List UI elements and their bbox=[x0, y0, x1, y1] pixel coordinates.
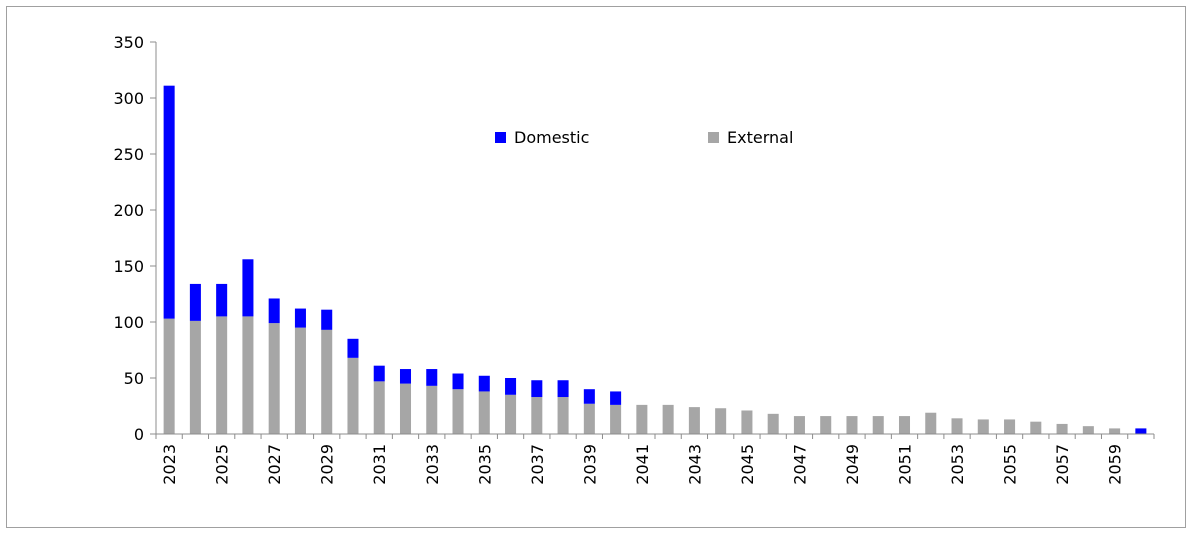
x-tick-label-2027: 2027 bbox=[265, 444, 284, 485]
legend-swatch-external bbox=[708, 132, 719, 143]
bar-external-2042 bbox=[662, 404, 674, 434]
x-tick-label-2053: 2053 bbox=[948, 444, 967, 485]
bar-external-2023 bbox=[163, 318, 175, 434]
bar-domestic-2032 bbox=[399, 369, 412, 384]
bar-external-2028 bbox=[294, 327, 306, 434]
bar-external-2038 bbox=[557, 397, 569, 434]
y-tick-label-150: 150 bbox=[113, 257, 144, 276]
bar-external-2037 bbox=[531, 397, 543, 434]
x-tick-label-2023: 2023 bbox=[160, 444, 179, 485]
y-tick-label-50: 50 bbox=[124, 369, 144, 388]
bar-external-2036 bbox=[505, 394, 517, 434]
y-tick-label-100: 100 bbox=[113, 313, 144, 332]
bar-external-2029 bbox=[321, 329, 333, 434]
bar-external-2051 bbox=[898, 416, 911, 434]
bar-external-2033 bbox=[426, 385, 438, 434]
bar-external-2047 bbox=[793, 416, 805, 434]
bar-domestic-2024 bbox=[189, 283, 201, 321]
bar-external-2039 bbox=[583, 403, 595, 434]
bar-external-2053 bbox=[951, 418, 963, 434]
bar-domestic-2026 bbox=[242, 259, 254, 317]
y-tick-label-200: 200 bbox=[113, 201, 144, 220]
bar-external-2032 bbox=[399, 383, 412, 434]
bar-domestic-2031 bbox=[373, 365, 385, 382]
bar-external-2034 bbox=[452, 389, 464, 434]
x-tick-label-2043: 2043 bbox=[685, 444, 704, 485]
bar-external-2050 bbox=[872, 416, 884, 434]
x-tick-label-2031: 2031 bbox=[370, 444, 389, 485]
bar-external-2030 bbox=[347, 357, 359, 434]
legend: Domestic External bbox=[495, 128, 793, 147]
bar-external-2048 bbox=[820, 416, 832, 434]
bar-external-2040 bbox=[610, 404, 622, 434]
x-tick-label-2049: 2049 bbox=[843, 444, 862, 485]
bar-external-2055 bbox=[1004, 419, 1016, 434]
x-tick-label-2057: 2057 bbox=[1053, 444, 1072, 485]
axes-layer: 0 50 100 150 200 250 300 350 2023 2025 2027 2029 203… bbox=[113, 33, 1155, 485]
y-tick-label-250: 250 bbox=[113, 145, 144, 164]
x-tick-label-2029: 2029 bbox=[318, 444, 337, 485]
bar-external-2054 bbox=[977, 419, 989, 434]
y-tick-label-300: 300 bbox=[113, 89, 144, 108]
x-tick-label-2037: 2037 bbox=[528, 444, 547, 485]
bar-domestic-2060 bbox=[1135, 428, 1147, 434]
bar-external-2056 bbox=[1030, 421, 1042, 434]
bar-external-2059 bbox=[1109, 428, 1121, 434]
bar-external-2044 bbox=[715, 408, 727, 434]
bar-domestic-2027 bbox=[268, 298, 280, 324]
x-tick-label-2047: 2047 bbox=[790, 444, 809, 485]
bar-domestic-2035 bbox=[478, 375, 490, 392]
x-tick-label-2039: 2039 bbox=[580, 444, 599, 485]
bar-domestic-2029 bbox=[321, 309, 333, 330]
bar-external-2024 bbox=[189, 320, 201, 434]
x-tick-label-2059: 2059 bbox=[1106, 444, 1125, 485]
x-tick-label-2055: 2055 bbox=[1001, 444, 1020, 485]
bar-external-2043 bbox=[688, 407, 700, 434]
bar-external-2027 bbox=[268, 323, 280, 434]
bar-domestic-2030 bbox=[347, 338, 359, 358]
bar-external-2049 bbox=[846, 416, 858, 434]
y-tick-label-0: 0 bbox=[134, 425, 144, 444]
bar-external-2035 bbox=[478, 391, 490, 434]
bar-external-2058 bbox=[1082, 426, 1094, 434]
bar-external-2041 bbox=[636, 404, 648, 434]
bar-external-2052 bbox=[925, 412, 937, 434]
x-tick-label-2025: 2025 bbox=[213, 444, 232, 485]
bar-domestic-2038 bbox=[557, 380, 569, 398]
x-tick-label-2033: 2033 bbox=[423, 444, 442, 485]
bar-external-2026 bbox=[242, 316, 254, 434]
y-tick-label-350: 350 bbox=[113, 33, 144, 52]
bar-domestic-2034 bbox=[452, 373, 464, 390]
bar-domestic-2036 bbox=[505, 378, 517, 395]
chart-frame bbox=[6, 6, 1186, 528]
bar-domestic-2040 bbox=[610, 391, 622, 405]
legend-label-external: External bbox=[727, 128, 793, 147]
bar-domestic-2039 bbox=[583, 389, 595, 404]
bar-external-2031 bbox=[373, 381, 385, 434]
bar-external-2057 bbox=[1056, 423, 1068, 434]
legend-swatch-domestic bbox=[495, 132, 506, 143]
bar-domestic-2028 bbox=[294, 308, 306, 328]
bar-domestic-2025 bbox=[216, 283, 228, 317]
bar-domestic-2033 bbox=[426, 369, 438, 386]
x-tick-label-2051: 2051 bbox=[896, 444, 915, 485]
bar-external-2045 bbox=[741, 410, 753, 434]
x-tick-label-2041: 2041 bbox=[633, 444, 652, 485]
x-tick-label-2045: 2045 bbox=[738, 444, 757, 485]
legend-label-domestic: Domestic bbox=[514, 128, 589, 147]
bar-domestic-2023 bbox=[163, 85, 175, 319]
x-tick-label-2035: 2035 bbox=[475, 444, 494, 485]
bar-external-2025 bbox=[216, 316, 228, 434]
bars-layer bbox=[163, 85, 1147, 434]
bar-domestic-2037 bbox=[531, 380, 543, 398]
bar-external-2046 bbox=[767, 413, 779, 434]
